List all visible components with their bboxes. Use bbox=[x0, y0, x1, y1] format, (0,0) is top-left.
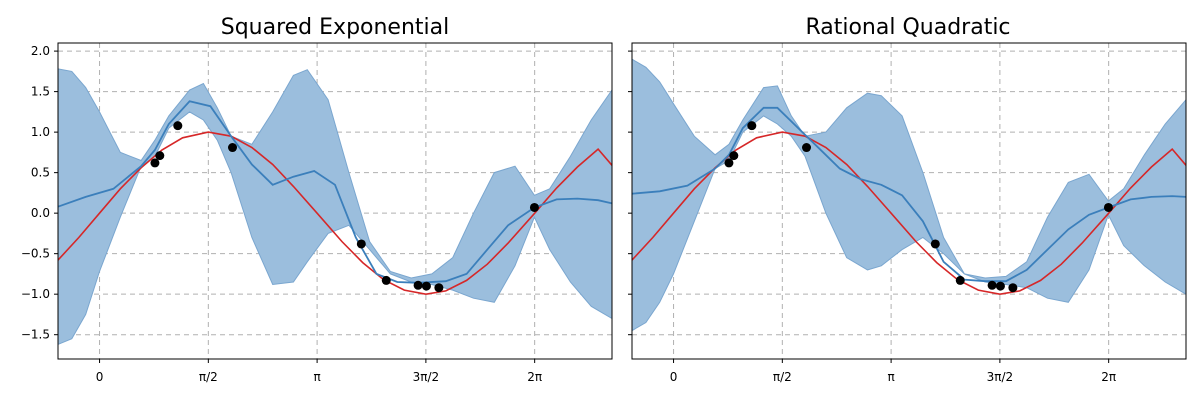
x-tick-label: 0 bbox=[670, 370, 678, 384]
data-point bbox=[987, 280, 997, 290]
plot-area: 0 π/2 π 3π/2 2π −1.5 −1.0 −0.5 0.0 0.5 1.0 1.5 2.0 bbox=[21, 42, 613, 384]
data-point bbox=[747, 121, 757, 131]
panel-squared-exponential: Squared Exponential 0 π/2 π 3π/2 2π −1.5 −1.0 −… bbox=[21, 15, 613, 384]
data-point bbox=[724, 158, 734, 168]
chart-title: Rational Quadratic bbox=[805, 15, 1010, 40]
x-tick-label: π/2 bbox=[773, 370, 792, 384]
data-point bbox=[434, 283, 444, 293]
x-tick-label: π bbox=[887, 370, 894, 384]
y-tick-label: −1.0 bbox=[21, 287, 50, 301]
data-point bbox=[228, 143, 238, 153]
data-point bbox=[529, 202, 539, 212]
data-point bbox=[356, 239, 366, 249]
data-point bbox=[1008, 283, 1018, 293]
chart-title: Squared Exponential bbox=[221, 15, 450, 40]
data-point bbox=[413, 280, 423, 290]
data-point bbox=[150, 158, 160, 168]
y-tick-label: 1.0 bbox=[31, 125, 50, 139]
x-tick-label: 3π/2 bbox=[413, 370, 440, 384]
x-tick-label: 2π bbox=[527, 370, 542, 384]
data-point bbox=[173, 121, 183, 131]
data-point bbox=[155, 151, 165, 161]
data-point bbox=[955, 275, 965, 285]
x-tick-label: π bbox=[313, 370, 320, 384]
data-point bbox=[930, 239, 940, 249]
y-tick-label: −0.5 bbox=[21, 247, 50, 261]
data-point bbox=[421, 281, 431, 291]
data-point bbox=[729, 151, 739, 161]
confidence-band bbox=[57, 68, 613, 346]
plot-area: 0 π/2 π 3π/2 2π bbox=[628, 42, 1187, 384]
x-tick-label: 0 bbox=[96, 370, 104, 384]
data-point bbox=[1103, 202, 1113, 212]
axes-frame bbox=[631, 42, 1187, 360]
x-tick-label: 3π/2 bbox=[987, 370, 1014, 384]
panel-rational-quadratic: Rational Quadratic 0 π/2 π 3π/2 2π bbox=[628, 15, 1187, 384]
confidence-band bbox=[631, 58, 1187, 332]
data-point bbox=[995, 281, 1005, 291]
mean-line bbox=[631, 106, 1187, 283]
x-tick-label: 2π bbox=[1101, 370, 1116, 384]
y-tick-label: 0.5 bbox=[31, 166, 50, 180]
y-tick-label: 2.0 bbox=[31, 44, 50, 58]
true-function-line bbox=[57, 131, 613, 296]
y-tick-label: 0.0 bbox=[31, 206, 50, 220]
y-tick-label: 1.5 bbox=[31, 85, 50, 99]
mean-line bbox=[57, 100, 613, 284]
axes-frame bbox=[57, 42, 613, 360]
x-tick-label: π/2 bbox=[199, 370, 218, 384]
data-point bbox=[802, 143, 812, 153]
y-tick-label: −1.5 bbox=[21, 328, 50, 342]
data-point bbox=[381, 275, 391, 285]
